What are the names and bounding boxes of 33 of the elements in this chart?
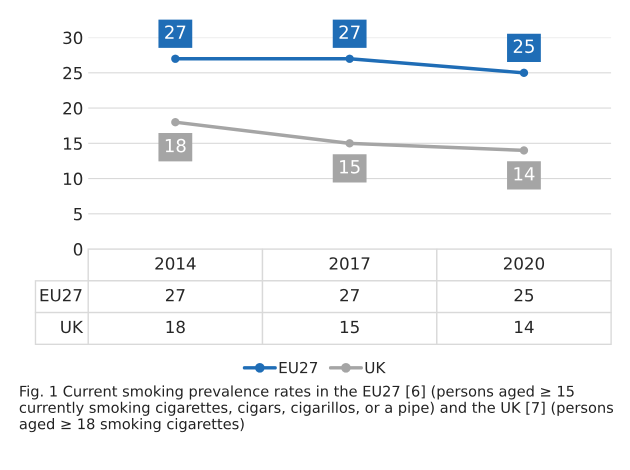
point (171, 118, 180, 126)
point (345, 139, 354, 148)
annotation: 14 (514, 167, 534, 180)
y-tick-label: 10 (64, 172, 82, 186)
point (171, 54, 180, 63)
legend-label: EU27 (280, 362, 318, 374)
x-tick-label: 2020 (504, 257, 544, 270)
caption: Fig. 1 Current smoking prevalence rates in the EU27 [6] (persons aged ≥ 15 currently smoking cigarettes, cigars, cigarillos, or a pipe) and the UK [7] (persons aged ≥ 18 smoking cigarettes) (20, 385, 614, 432)
y-tick-label: 25 (63, 66, 82, 80)
point (345, 54, 354, 63)
annotation: 25 (514, 39, 534, 54)
y-tick-label: 20 (63, 102, 82, 115)
data-label: 18 (166, 320, 185, 334)
x-tick-label: 2014 (155, 257, 196, 270)
point (520, 146, 528, 155)
y-tick-label: 0 (74, 243, 82, 256)
annotation: 27 (165, 25, 186, 39)
text: EU27 (40, 288, 82, 302)
data-label: 15 (340, 320, 359, 334)
data-label: 25 (514, 288, 534, 302)
text: UK (61, 320, 84, 334)
legend-label: UK (366, 362, 386, 374)
y-tick-label: 30 (63, 32, 82, 44)
data-label: 14 (515, 320, 534, 334)
y-tick-label: 5 (74, 208, 82, 220)
data-label: 27 (340, 288, 359, 302)
annotation: 27 (339, 25, 360, 39)
data-label: 27 (166, 288, 185, 302)
annotation: 18 (166, 138, 186, 152)
x-tick-label: 2017 (330, 257, 370, 270)
annotation: 15 (340, 160, 360, 174)
y-tick-label: 15 (64, 138, 82, 150)
point (520, 68, 528, 78)
